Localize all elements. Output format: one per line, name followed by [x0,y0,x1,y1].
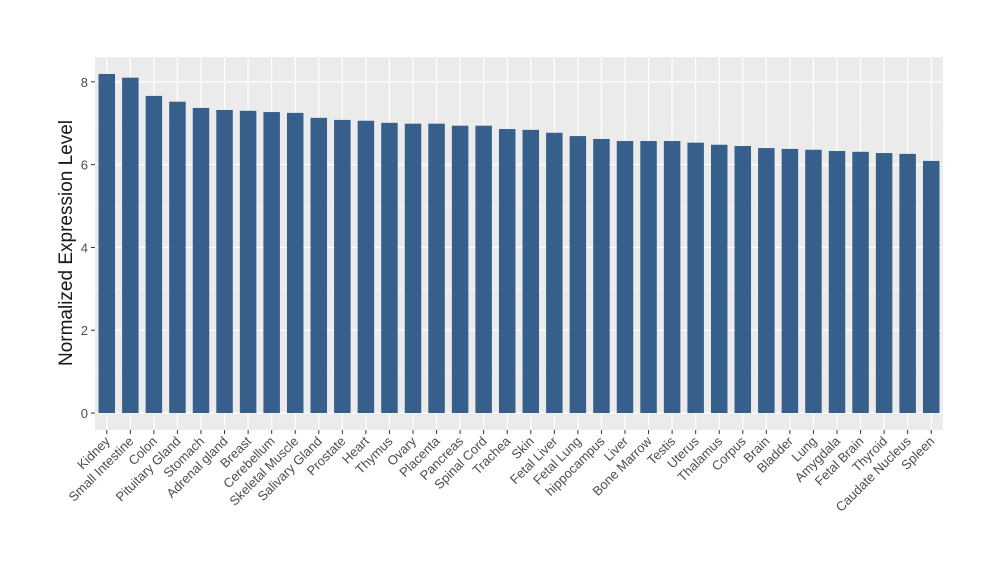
bar [522,129,540,414]
bar [334,119,351,414]
bar [310,117,328,414]
bar [451,125,469,414]
bar [852,151,869,414]
y-tick-label: 8 [81,75,88,90]
bar [805,149,822,414]
bar [640,141,657,414]
bar [475,125,492,414]
bar [357,120,375,414]
bar [428,123,445,414]
bar [263,112,280,414]
bar [239,110,257,414]
bar [734,146,752,414]
bar [922,160,940,414]
bar [404,123,422,414]
y-tick-label: 2 [81,323,88,338]
bar [381,122,398,414]
bar [498,129,516,414]
bar [616,141,634,414]
bar [169,101,186,414]
bar [687,142,704,414]
bar [710,144,728,414]
bar [286,112,304,414]
bar [899,153,916,414]
y-tick-label: 4 [81,240,88,255]
bar [758,148,775,414]
bar [216,109,233,414]
bar [875,153,893,414]
bar [192,107,210,414]
bar [569,136,587,414]
y-tick-label: 6 [81,158,88,173]
bar [781,148,799,414]
bar [593,138,610,414]
y-axis-label: Normalized Expression Level [56,120,77,366]
bar [546,132,563,414]
bar [663,141,681,414]
bar [145,95,163,414]
bar [828,150,846,414]
y-tick-label: 0 [81,406,88,421]
panel [95,57,943,430]
bar [122,77,139,414]
bar [98,73,116,414]
